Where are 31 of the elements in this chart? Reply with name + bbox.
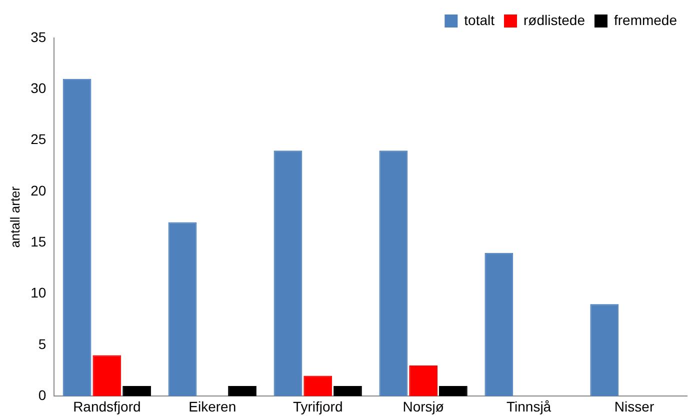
- x-tick-label: Nisser: [614, 398, 654, 414]
- legend-label: rødlistede: [524, 12, 586, 28]
- bar: [304, 376, 332, 396]
- bar: [122, 386, 151, 396]
- y-tick-label: 20: [30, 182, 46, 198]
- y-tick-label: 5: [38, 336, 46, 352]
- x-tick-label: Randsfjord: [73, 398, 141, 414]
- x-tick-label: Tyrifjord: [292, 398, 343, 414]
- bar: [439, 386, 468, 396]
- y-tick-label: 0: [38, 387, 46, 404]
- x-tick-label: Eikeren: [188, 398, 236, 414]
- x-tick-label: Tinnsjå: [506, 398, 552, 414]
- y-tick-label: 25: [30, 131, 46, 148]
- bar: [379, 150, 408, 396]
- y-axis-title: antall arter: [7, 186, 22, 248]
- y-tick-label: 15: [30, 234, 46, 250]
- bar: [168, 222, 197, 396]
- bar: [409, 365, 438, 396]
- bar: [62, 78, 92, 396]
- bar: [590, 304, 619, 396]
- y-tick-label: 30: [30, 80, 46, 96]
- bar: [228, 386, 256, 396]
- bar: [484, 252, 514, 396]
- legend-label: totalt: [464, 12, 495, 28]
- bar: [92, 355, 122, 396]
- bar: [334, 386, 362, 396]
- bar: [274, 150, 302, 396]
- x-tick-label: Norsjø: [402, 398, 444, 414]
- y-tick-label: 35: [30, 28, 46, 45]
- legend-label: fremmede: [614, 12, 678, 28]
- y-tick-label: 10: [30, 284, 46, 301]
